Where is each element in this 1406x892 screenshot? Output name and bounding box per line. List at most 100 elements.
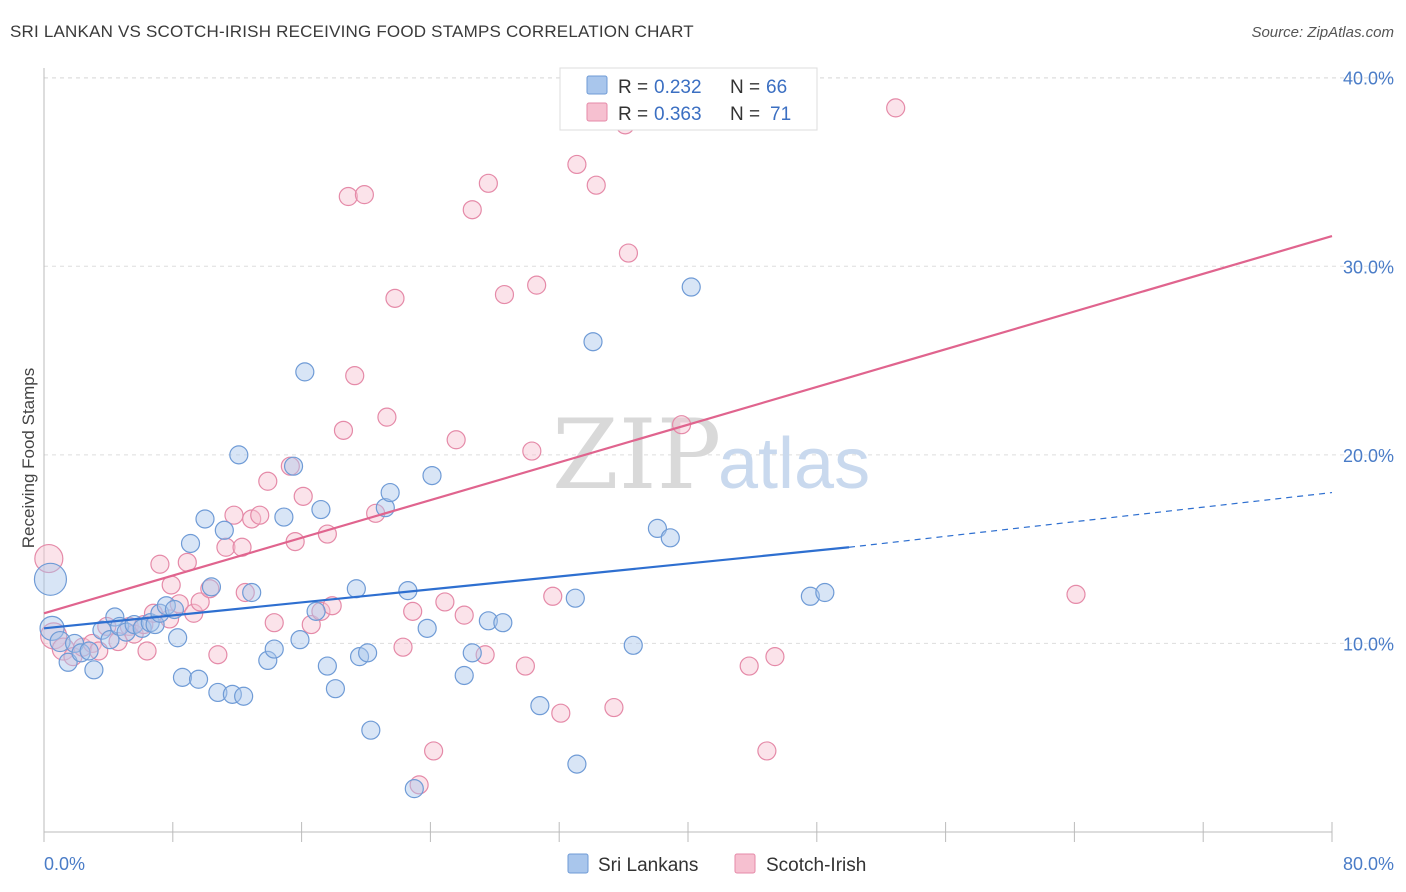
- scotch-irish-point: [494, 284, 515, 305]
- sri-lankans-point: [623, 635, 643, 655]
- sri-lankans-point: [647, 518, 668, 539]
- sri-lankans-point: [71, 643, 91, 663]
- sri-lankans-point: [800, 586, 820, 606]
- series-sri-lankans-points: [33, 277, 835, 799]
- scotch-irish-point: [235, 582, 255, 603]
- scotch-irish-point: [258, 471, 278, 491]
- sri-lankans-point: [404, 779, 424, 799]
- y-tick-labels: 10.0% 20.0% 30.0% 40.0%: [1343, 69, 1394, 655]
- x-ticks: [43, 822, 1333, 842]
- sri-lankans-point: [462, 643, 482, 663]
- scotch-irish-point: [208, 645, 228, 665]
- sri-lankans-point: [311, 499, 331, 520]
- scotch-irish-point: [250, 505, 270, 525]
- sri-lankans-point: [168, 628, 188, 648]
- scotch-irish-point: [385, 288, 405, 308]
- sri-lankans-point: [346, 579, 366, 599]
- x-tick-label-min: 0.0%: [44, 854, 85, 874]
- scotch-irish-point: [333, 420, 354, 440]
- sri-lankans-point: [358, 643, 378, 663]
- sri-lankans-point: [493, 613, 513, 633]
- sri-lankans-point: [214, 520, 234, 540]
- scotch-irish-point: [216, 537, 236, 557]
- legend-r-label-2: R =: [618, 104, 648, 125]
- x-tick-label-max: 80.0%: [1343, 854, 1394, 874]
- trend-lines: [43, 235, 1333, 630]
- source-label: Source: ZipAtlas.com: [1251, 24, 1394, 41]
- sri-lankans-trendline: [43, 546, 850, 630]
- sri-lankans-point: [58, 652, 78, 672]
- sri-lankans-point: [583, 332, 603, 352]
- gridlines: [44, 77, 1394, 644]
- sri-lankans-point: [201, 577, 222, 597]
- sri-lankans-point: [325, 679, 346, 699]
- legend-r-value-2: 0.363: [654, 104, 702, 125]
- scotch-irish-point: [190, 592, 210, 612]
- sri-lankans-point: [380, 482, 400, 503]
- sri-lankans-point: [33, 562, 68, 596]
- sri-lankans-point: [567, 754, 587, 774]
- sri-lankans-point: [454, 665, 474, 686]
- watermark-zip: ZIP: [552, 399, 721, 511]
- bottom-legend-label-sri-lankans: Sri Lankans: [598, 855, 698, 876]
- y-tick-label: 30.0%: [1343, 257, 1394, 277]
- sri-lankans-point: [229, 445, 249, 465]
- y-tick-label: 20.0%: [1343, 446, 1394, 466]
- scotch-irish-point: [435, 592, 455, 612]
- legend-n-value-1: 66: [766, 77, 787, 98]
- sri-lankans-point: [116, 622, 136, 642]
- scotch-irish-point: [1066, 584, 1086, 605]
- sri-lankans-point: [188, 669, 209, 689]
- sri-lankans-point: [815, 582, 835, 603]
- sri-lankans-point: [180, 533, 201, 554]
- scotch-irish-point: [567, 154, 587, 175]
- bottom-legend-swatch-pink: [734, 853, 756, 874]
- scotch-irish-point: [765, 647, 785, 667]
- sri-lankans-point: [100, 630, 120, 650]
- sri-lankans-point: [417, 618, 437, 638]
- sri-lankans-point: [530, 696, 550, 716]
- sri-lankans-point: [317, 656, 337, 676]
- sri-lankans-point: [422, 466, 442, 486]
- legend-n-label-1: N =: [730, 77, 760, 98]
- scotch-irish-point: [515, 656, 535, 676]
- sri-lankans-point: [234, 686, 254, 706]
- legend: R = 0.232 N = 66 R = 0.363 N = 71: [559, 67, 818, 131]
- sri-lankans-point: [79, 641, 99, 661]
- sri-lankans-point: [681, 277, 701, 297]
- scotch-irish-point: [264, 613, 284, 633]
- chart-title: SRI LANKAN VS SCOTCH-IRISH RECEIVING FOO…: [10, 22, 694, 41]
- scotch-irish-point: [454, 605, 474, 625]
- sri-lankans-point: [295, 362, 315, 382]
- sri-lankans-point: [84, 660, 104, 680]
- scotch-irish-point: [462, 200, 482, 220]
- watermark-atlas: atlas: [718, 424, 870, 504]
- y-tick-label: 40.0%: [1343, 69, 1394, 89]
- scotch-irish-point: [403, 601, 423, 621]
- sri-lankans-point: [195, 509, 215, 529]
- sri-lankans-point: [306, 601, 326, 621]
- scotch-irish-point: [527, 275, 547, 295]
- scotch-irish-point: [446, 430, 466, 450]
- scotch-irish-point: [543, 586, 563, 606]
- sri-lankans-point: [274, 507, 294, 527]
- legend-r-label-1: R =: [618, 77, 648, 98]
- scotch-irish-point: [345, 366, 365, 386]
- sri-lankans-point: [283, 456, 304, 476]
- legend-n-value-2: 71: [770, 104, 791, 125]
- scotch-irish-point: [293, 486, 313, 506]
- sri-lankans-point: [172, 667, 193, 687]
- scotch-irish-point: [393, 637, 413, 657]
- scotch-irish-point: [338, 186, 358, 207]
- sri-lankans-point: [361, 720, 381, 740]
- sri-lankans-point: [208, 682, 228, 703]
- scotch-irish-point: [137, 641, 157, 661]
- bottom-legend: Sri Lankans Scotch-Irish: [567, 853, 866, 876]
- scotch-irish-point: [150, 554, 170, 574]
- sri-lankans-point: [49, 630, 71, 653]
- bottom-legend-label-scotch-irish: Scotch-Irish: [766, 855, 866, 876]
- scotch-irish-point: [377, 407, 397, 427]
- scotch-irish-point: [618, 243, 639, 263]
- sri-lankans-point: [145, 614, 165, 635]
